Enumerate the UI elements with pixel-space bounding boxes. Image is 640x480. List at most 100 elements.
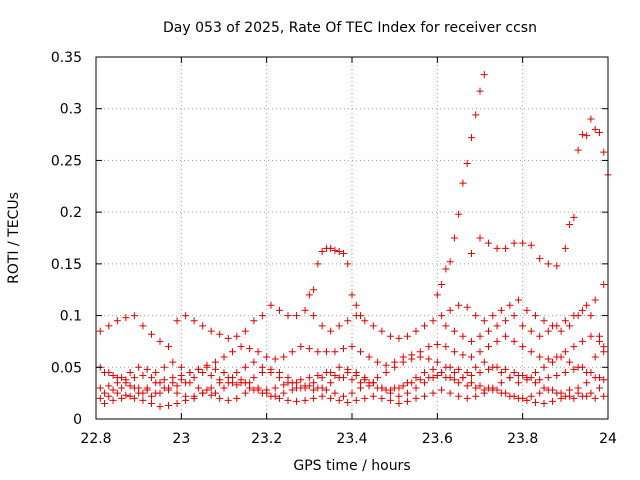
data-point [280,353,288,361]
data-point [318,392,326,400]
data-point [233,394,241,402]
data-point [378,394,386,402]
data-point [335,363,343,371]
data-point [186,368,194,376]
data-point [429,365,437,373]
data-point [241,389,249,397]
data-point [544,374,552,382]
data-point [203,363,211,371]
data-point [220,368,228,376]
data-point [297,384,305,392]
data-point [318,247,326,255]
data-point [105,368,113,376]
data-point [476,348,484,356]
data-point [485,343,493,351]
data-point [416,353,424,361]
data-point [514,379,522,387]
data-point [173,399,181,407]
data-point [433,358,441,366]
data-point [595,332,603,340]
chart-title: Day 053 of 2025, Rate Of TEC Index for r… [163,20,537,36]
data-point [442,322,450,330]
data-point [455,210,463,218]
data-point [369,392,377,400]
data-point [369,322,377,330]
data-point [574,363,582,371]
data-point [348,291,356,299]
data-point [386,396,394,404]
data-point [177,363,185,371]
data-point [310,386,318,394]
data-point [96,327,104,335]
data-point [421,379,429,387]
data-point [207,372,215,380]
data-point [250,358,258,366]
data-point [489,363,497,371]
data-point [493,244,501,252]
data-point [109,396,117,404]
data-point [403,397,411,405]
data-point [459,374,467,382]
data-point [318,322,326,330]
data-point [152,368,160,376]
data-point [510,337,518,345]
data-point [514,296,522,304]
data-point [322,348,330,356]
data-point [557,394,565,402]
data-point [553,262,561,270]
data-point [510,368,518,376]
data-point [361,317,369,325]
data-point [327,244,335,252]
data-point [147,392,155,400]
data-point [493,386,501,394]
data-point [109,372,117,380]
data-point [476,332,484,340]
data-point [126,392,134,400]
data-point [459,351,467,359]
data-point [147,374,155,382]
y-tick-label: 0.05 [51,360,82,376]
data-point [416,376,424,384]
data-point [574,146,582,154]
data-point [463,382,471,390]
data-point [284,379,292,387]
data-point [122,391,130,399]
data-point [557,327,565,335]
data-point [519,394,527,402]
data-point [527,348,535,356]
data-point [386,332,394,340]
data-point [365,379,373,387]
data-point [544,355,552,363]
data-point [314,372,322,380]
data-point [182,392,190,400]
data-point [412,374,420,382]
data-point [361,394,369,402]
data-point [408,355,416,363]
data-point [139,372,147,380]
data-point [297,343,305,351]
data-point [442,343,450,351]
data-point [216,330,224,338]
data-point [574,389,582,397]
data-point [182,312,190,320]
data-point [173,382,181,390]
data-point [531,379,539,387]
data-point [378,384,386,392]
data-point [566,386,574,394]
data-point [301,306,309,314]
x-tick-label: 23.4 [336,431,367,447]
data-point [523,306,531,314]
data-point [540,399,548,407]
data-point [591,394,599,402]
data-point [570,343,578,351]
data-point [566,322,574,330]
grid-lines [96,57,608,419]
data-point [199,389,207,397]
data-point [130,312,138,320]
data-point [523,396,531,404]
data-point [310,379,318,387]
data-point [467,372,475,380]
data-point [224,396,232,404]
data-point [211,365,219,373]
data-point [600,376,608,384]
